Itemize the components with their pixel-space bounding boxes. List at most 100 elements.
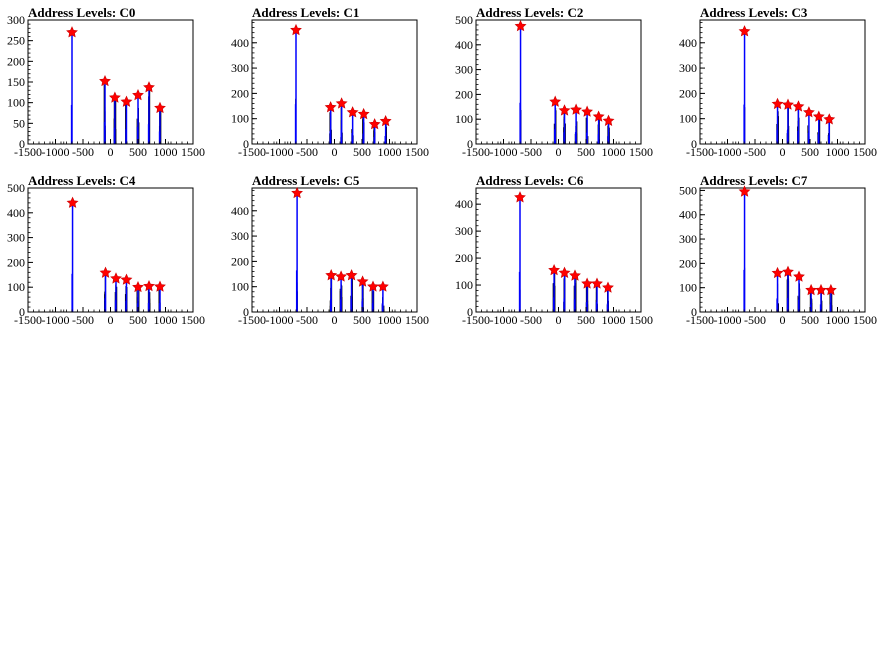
y-tick-label: 300 xyxy=(679,61,697,75)
peak-marker xyxy=(570,103,582,115)
peak-marker xyxy=(558,104,571,116)
peak-marker xyxy=(581,105,593,117)
x-tick-label: 500 xyxy=(353,145,371,159)
peak-marker xyxy=(815,283,827,296)
y-tick-label: 250 xyxy=(7,34,25,48)
y-tick-label: 400 xyxy=(455,197,473,211)
y-tick-label: 0 xyxy=(19,305,25,319)
plot-frame xyxy=(475,187,642,313)
x-tick-label: -1000 xyxy=(490,145,518,159)
x-tick-label: -500 xyxy=(520,313,542,327)
peak-marker xyxy=(581,277,593,289)
peak-marker xyxy=(558,266,571,279)
peak-marker xyxy=(132,88,144,101)
x-tick-label: 1500 xyxy=(853,313,877,327)
peak-marker xyxy=(591,277,603,289)
y-tick-label: 400 xyxy=(455,38,473,52)
panel-title: Address Levels: C3 xyxy=(700,5,808,20)
histogram-data xyxy=(276,30,393,144)
peak-marker xyxy=(548,263,560,276)
histogram-data xyxy=(52,32,169,144)
peak-marker xyxy=(110,272,122,284)
x-tick-label: 1500 xyxy=(853,145,877,159)
x-tick-label: 1500 xyxy=(629,145,653,159)
panel-title: Address Levels: C2 xyxy=(476,5,583,20)
x-tick-label: 500 xyxy=(801,313,819,327)
histogram-panel-0: Address Levels: C0 0 50 100 150 200 250 300 -150… xyxy=(7,5,205,159)
x-tick-label: 1500 xyxy=(405,145,429,159)
peak-marker xyxy=(823,113,836,125)
y-tick-label: 0 xyxy=(243,305,249,319)
histogram-data xyxy=(500,197,617,312)
y-tick-label: 500 xyxy=(455,13,473,27)
y-tick-label: 400 xyxy=(231,204,249,218)
x-tick-label: -1500 xyxy=(238,145,266,159)
panel-title: Address Levels: C4 xyxy=(28,173,136,188)
peak-marker xyxy=(290,23,302,36)
peak-marker xyxy=(66,196,79,208)
y-tick-label: 300 xyxy=(7,231,25,245)
panel-title: Address Levels: C5 xyxy=(252,173,360,188)
x-tick-label: -500 xyxy=(72,313,94,327)
y-tick-label: 400 xyxy=(7,206,25,220)
peak-marker xyxy=(368,118,381,130)
x-tick-label: 1000 xyxy=(602,313,626,327)
x-tick-label: 0 xyxy=(780,145,786,159)
y-tick-label: 400 xyxy=(679,36,697,50)
x-tick-label: -1500 xyxy=(14,313,42,327)
y-tick-label: 300 xyxy=(231,229,249,243)
x-tick-label: 1000 xyxy=(826,313,850,327)
y-tick-label: 0 xyxy=(19,137,25,151)
y-tick-label: 0 xyxy=(691,305,697,319)
y-tick-label: 500 xyxy=(7,181,25,195)
peak-marker xyxy=(514,191,526,203)
x-tick-label: -1000 xyxy=(266,313,294,327)
x-tick-label: 1000 xyxy=(826,145,850,159)
x-tick-label: 1000 xyxy=(378,145,402,159)
x-tick-label: -1500 xyxy=(462,313,490,327)
y-tick-label: 0 xyxy=(691,137,697,151)
y-tick-label: 100 xyxy=(679,112,697,126)
x-tick-label: -1500 xyxy=(686,313,714,327)
x-tick-label: 1500 xyxy=(629,313,653,327)
x-tick-label: 500 xyxy=(129,313,147,327)
peak-marker xyxy=(291,186,303,199)
peak-marker xyxy=(99,74,111,87)
x-tick-label: 1000 xyxy=(154,145,178,159)
plot-frame xyxy=(699,187,866,313)
peak-marker xyxy=(549,95,562,107)
plot-frame xyxy=(251,19,418,145)
histogram-panel-5: Address Levels: C5 0 100 200 300 400 -1500 -100… xyxy=(231,173,429,327)
peak-marker xyxy=(803,106,815,118)
y-tick-label: 0 xyxy=(467,305,473,319)
histogram-panel-1: Address Levels: C1 0 100 200 300 400 -1500 -100… xyxy=(231,5,429,159)
x-tick-label: -500 xyxy=(296,313,318,327)
x-tick-label: -1000 xyxy=(490,313,518,327)
x-tick-label: 0 xyxy=(780,313,786,327)
peak-marker xyxy=(771,266,784,279)
histogram-panel-7: Address Levels: C70100200300400500-1500-… xyxy=(679,173,877,327)
peak-marker xyxy=(738,185,751,197)
x-tick-label: -500 xyxy=(296,145,318,159)
peak-marker xyxy=(132,280,144,293)
x-tick-label: 500 xyxy=(129,145,147,159)
x-tick-label: 500 xyxy=(801,145,819,159)
peak-marker xyxy=(592,110,605,122)
x-tick-label: -1000 xyxy=(714,145,742,159)
peak-marker xyxy=(825,283,837,296)
x-tick-label: 1500 xyxy=(405,313,429,327)
peak-marker xyxy=(782,98,794,110)
peak-marker xyxy=(325,269,338,281)
peak-marker xyxy=(120,95,133,107)
peak-marker xyxy=(377,280,389,292)
x-tick-label: 0 xyxy=(332,313,338,327)
plot-frame xyxy=(27,19,194,145)
panel-title: Address Levels: C1 xyxy=(252,5,359,20)
peak-marker xyxy=(805,283,817,296)
histogram-panel-6: Address Levels: C6 0 100 200 300 400 -1500 -100… xyxy=(455,173,653,327)
y-tick-label: 100 xyxy=(231,280,249,294)
x-tick-label: 500 xyxy=(577,145,595,159)
x-tick-label: 500 xyxy=(577,313,595,327)
y-tick-label: 200 xyxy=(455,251,473,265)
y-tick-label: 200 xyxy=(455,87,473,101)
